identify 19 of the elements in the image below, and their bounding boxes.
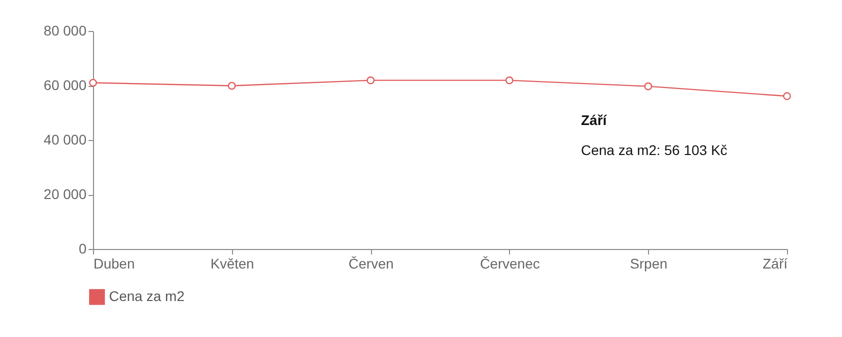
x-tick-label: Září — [762, 256, 788, 272]
point — [89, 78, 97, 87]
x-tick-label: Květen — [210, 256, 254, 272]
point — [644, 82, 652, 90]
y-tick-label: 20 000 — [44, 186, 87, 202]
point — [783, 92, 791, 100]
annotation: Září Cena za m2: 56 103 Kč — [581, 112, 728, 158]
x-tick-label: Duben — [94, 256, 135, 272]
y-tick-label: 0 — [78, 240, 87, 256]
x-tick-label: Červenec — [480, 256, 540, 272]
y-tick-label: 80 000 — [44, 22, 87, 38]
legend-label: Cena za m2 — [109, 288, 185, 304]
y-tick-label: 40 000 — [44, 132, 87, 148]
point — [366, 76, 375, 84]
y-tick-label: 60 000 — [44, 77, 87, 93]
x-tick-label: Červen — [348, 256, 394, 272]
point — [228, 82, 236, 90]
x-tick-label: Srpen — [630, 256, 668, 272]
point — [505, 76, 514, 84]
